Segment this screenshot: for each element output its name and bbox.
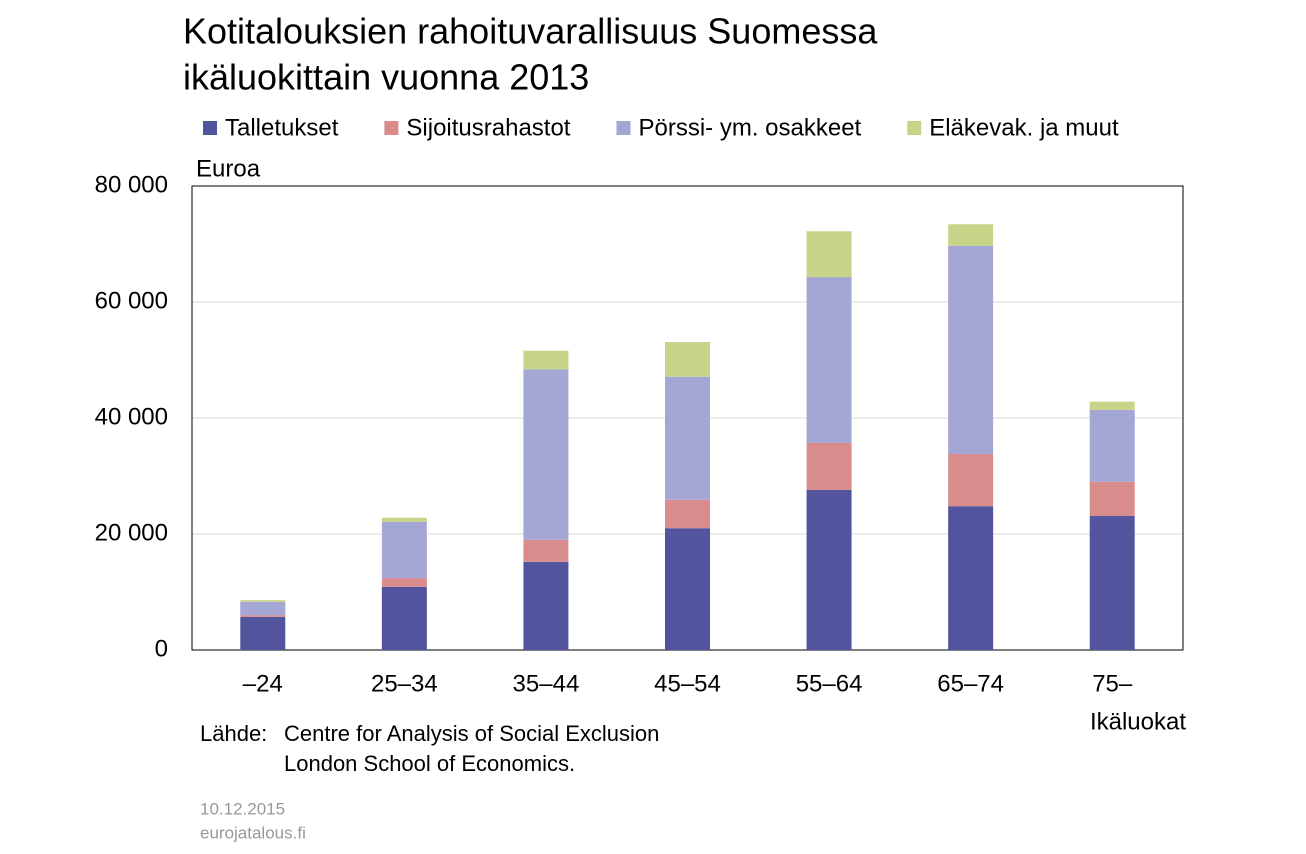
bar-segment [381,578,427,587]
y-tick-label: 80 000 [95,171,168,198]
bar-segment [665,499,710,529]
bar-segment [1089,516,1135,650]
bar-segment [1089,409,1135,482]
x-tick-label: 75– [1092,670,1133,697]
y-tick-label: 60 000 [95,287,168,314]
chart-title: Kotitalouksien rahoituvarallisuus Suomes… [183,11,878,52]
bar-segment [806,277,852,443]
bar-segment [523,539,569,562]
x-tick-label: 35–44 [513,670,580,697]
bar-segment [806,442,852,490]
bar-segment [240,615,286,617]
bar-segment [523,369,569,540]
bar-segment [381,586,427,650]
bar-segment [806,231,852,278]
x-tick-label: 65–74 [937,670,1004,697]
bar-segment [1089,481,1135,517]
x-tick-label: –24 [243,670,283,697]
bar-segment [948,453,994,507]
legend-swatch [203,121,217,135]
bar-segment [665,528,710,650]
bar-segment [665,342,710,377]
legend-swatch [907,121,922,135]
bar-segment [523,350,569,370]
x-tick-label: 55–64 [796,670,863,697]
bar-segment [240,600,286,602]
date: 10.12.2015 [200,799,285,818]
y-tick-label: 40 000 [95,403,168,430]
bar-segment [665,376,710,500]
legend-label: Talletukset [225,114,339,141]
y-tick-label: 0 [155,635,168,662]
bar-segment [381,521,427,579]
source-label: Lähde: [200,721,267,746]
site: eurojatalous.fi [200,823,306,842]
bar-segment [381,517,427,522]
y-tick-label: 20 000 [95,519,168,546]
x-tick-label: 45–54 [654,670,721,697]
bar-segment [1089,401,1135,410]
legend-swatch [616,121,631,135]
source: Centre for Analysis of Social Exclusion [284,721,659,746]
x-tick-label: 25–34 [371,670,438,697]
y-axis-label: Euroa [196,155,261,182]
bar-segment [948,245,994,454]
legend-label: Eläkevak. ja muut [929,114,1119,141]
bar-segment [240,601,286,616]
bar-segment [523,561,569,650]
bar-segment [806,489,852,650]
x-axis-label: Ikäluokat [1090,708,1186,735]
bar-segment [240,616,286,650]
chart-title: ikäluokittain vuonna 2013 [183,57,589,98]
legend-label: Pörssi- ym. osakkeet [638,114,861,141]
legend-label: Sijoitusrahastot [406,114,570,141]
source: London School of Economics. [284,751,575,776]
legend-swatch [384,121,399,135]
bar-segment [948,224,994,246]
bar-segment [948,506,994,650]
